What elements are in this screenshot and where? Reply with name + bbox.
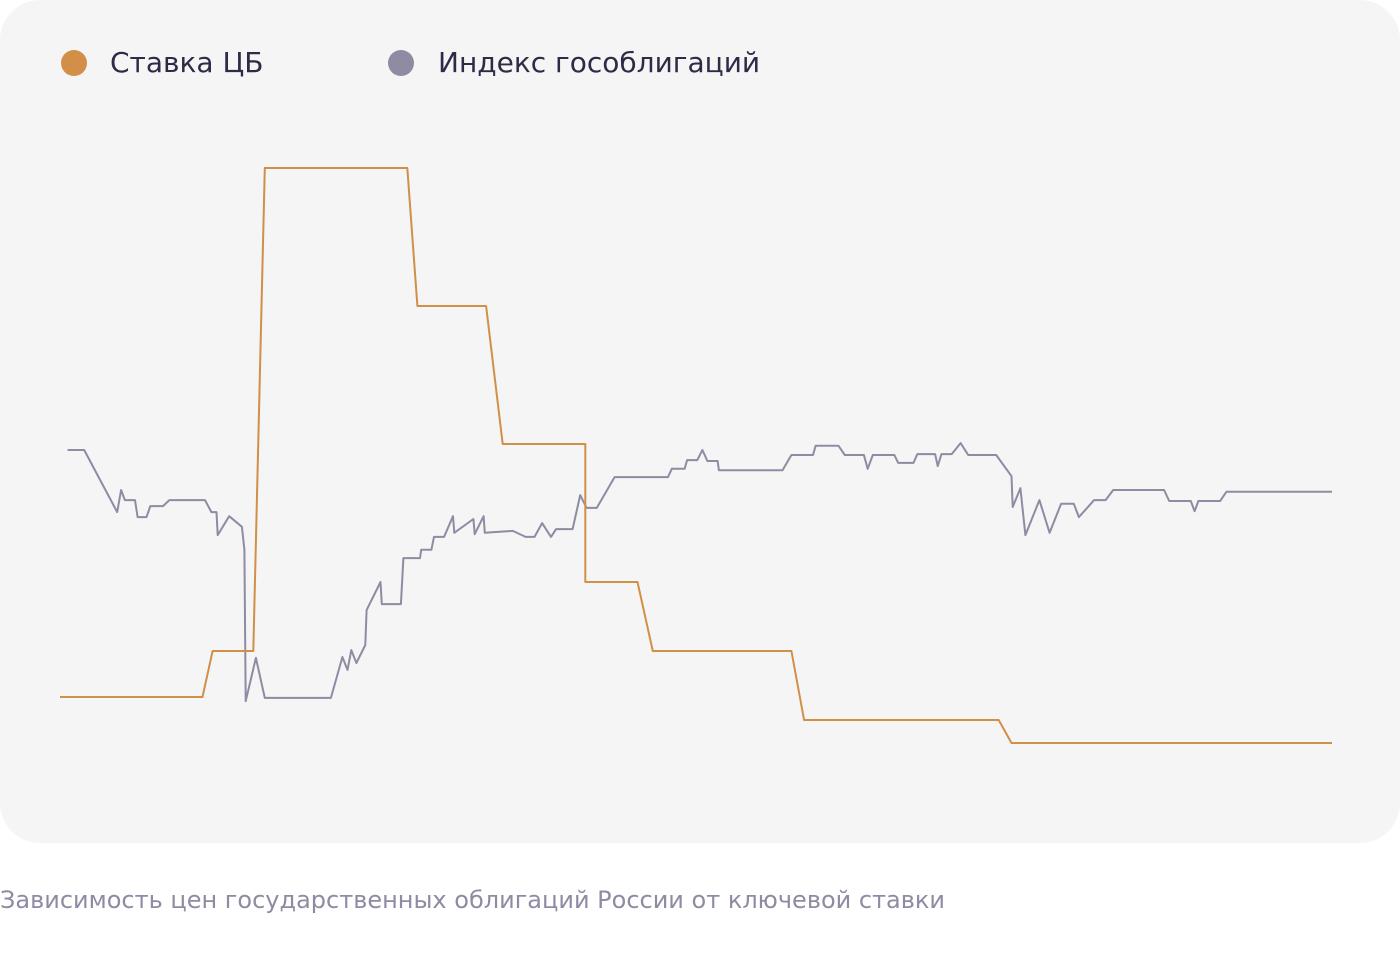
legend-label: Индекс гособлигаций [438,46,760,79]
legend-label: Ставка ЦБ [110,46,263,79]
caption: Зависимость цен государственных облигаци… [0,886,945,914]
legend-marker [61,50,87,76]
line [67,442,1332,703]
line [60,167,1332,744]
legend-marker [388,50,414,76]
chart-panel [0,0,1400,843]
